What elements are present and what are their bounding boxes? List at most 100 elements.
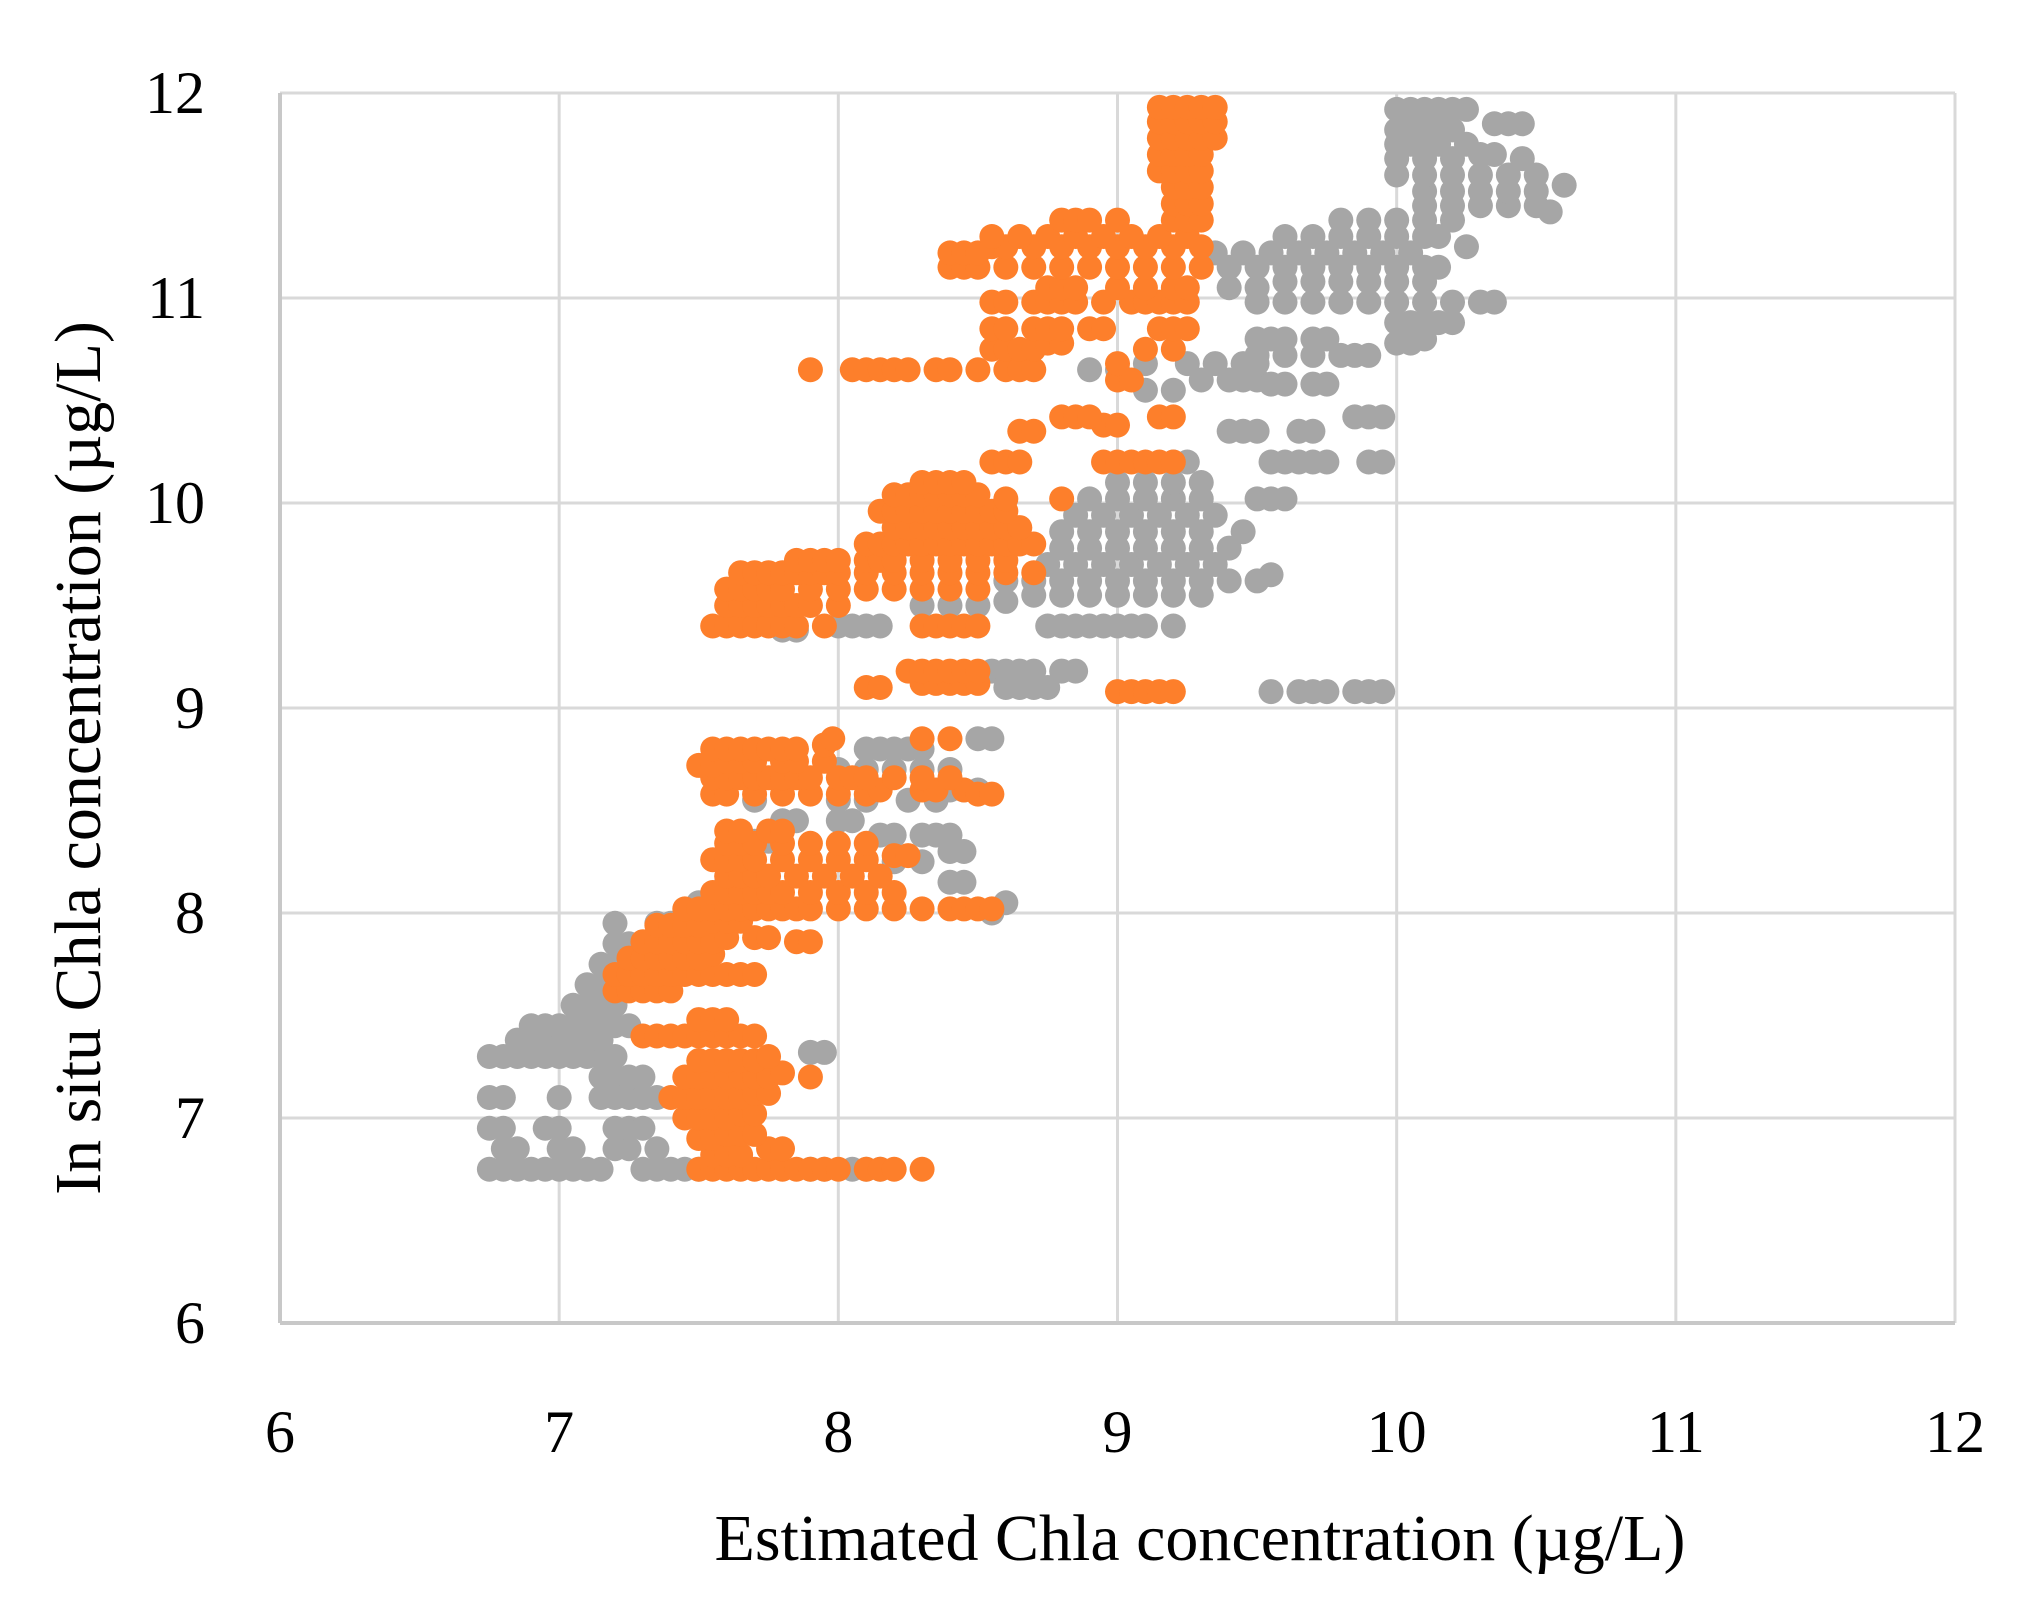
- point-orange: [742, 1101, 768, 1127]
- point-orange: [742, 1023, 768, 1049]
- point-orange: [728, 1142, 754, 1168]
- point-orange: [797, 765, 823, 791]
- point-orange: [1007, 515, 1033, 541]
- point-gray: [1035, 675, 1061, 700]
- point-orange: [895, 357, 921, 383]
- point-orange: [1063, 275, 1089, 301]
- point-orange: [1105, 275, 1130, 301]
- point-orange: [1188, 254, 1214, 280]
- point-gray: [1314, 679, 1340, 705]
- point-gray: [1202, 552, 1228, 577]
- point-orange: [979, 781, 1005, 807]
- point-orange: [1021, 418, 1047, 444]
- point-orange: [965, 357, 991, 383]
- point-gray: [1300, 224, 1326, 249]
- point-gray: [1132, 568, 1158, 594]
- point-orange: [1021, 531, 1047, 557]
- point-gray: [1495, 162, 1521, 188]
- point-gray: [1356, 342, 1382, 368]
- point-gray: [630, 1115, 656, 1141]
- point-gray: [1384, 289, 1410, 315]
- point-orange: [1105, 207, 1130, 233]
- point-orange: [1202, 94, 1228, 120]
- point-orange: [825, 830, 851, 856]
- point-gray: [1132, 470, 1158, 495]
- point-gray: [811, 1039, 837, 1065]
- point-orange: [909, 1156, 935, 1182]
- point-gray: [1146, 552, 1172, 577]
- point-gray: [616, 1136, 642, 1162]
- point-gray: [1244, 418, 1270, 444]
- point-orange: [770, 1136, 795, 1162]
- point-gray: [602, 1044, 628, 1069]
- point-gray: [867, 613, 893, 639]
- point-gray: [1286, 240, 1312, 266]
- point-gray: [881, 822, 907, 848]
- point-gray: [1132, 519, 1158, 545]
- point-gray: [1370, 679, 1396, 705]
- point-gray: [1300, 418, 1326, 444]
- point-orange: [909, 726, 935, 752]
- point-gray: [1216, 568, 1242, 594]
- point-gray: [1537, 199, 1563, 225]
- point-orange: [1118, 224, 1144, 249]
- point-orange: [1160, 336, 1186, 362]
- x-tick-label: 6: [265, 1399, 295, 1465]
- point-gray: [1063, 552, 1089, 577]
- x-tick-label: 9: [1103, 1399, 1133, 1465]
- point-gray: [1216, 275, 1242, 301]
- point-orange: [1049, 316, 1075, 342]
- point-orange: [1021, 357, 1047, 383]
- point-orange: [742, 962, 768, 987]
- point-orange: [1049, 486, 1075, 512]
- point-orange: [881, 880, 907, 905]
- x-tick-label: 8: [823, 1399, 853, 1465]
- point-orange: [825, 880, 851, 905]
- point-gray: [1509, 146, 1535, 172]
- point-gray: [1272, 486, 1298, 512]
- point-gray: [1426, 254, 1452, 280]
- point-gray: [1551, 172, 1577, 198]
- point-gray: [1063, 658, 1089, 684]
- point-orange: [825, 1156, 851, 1182]
- point-orange: [797, 880, 823, 905]
- point-gray: [1077, 486, 1103, 512]
- point-gray: [1160, 568, 1186, 594]
- point-orange: [1132, 275, 1158, 301]
- point-orange: [1160, 449, 1186, 475]
- point-orange: [756, 863, 782, 889]
- point-orange: [783, 736, 809, 762]
- point-gray: [1370, 449, 1396, 475]
- point-orange: [909, 765, 935, 791]
- point-gray: [937, 822, 963, 848]
- point-orange: [797, 1064, 823, 1090]
- x-tick-label: 12: [1925, 1399, 1985, 1465]
- point-gray: [490, 1085, 516, 1110]
- point-orange: [820, 726, 846, 752]
- point-orange: [1132, 336, 1158, 362]
- point-orange: [756, 1044, 782, 1069]
- point-gray: [1049, 519, 1075, 545]
- point-orange: [770, 880, 795, 905]
- point-gray: [951, 869, 977, 895]
- y-tick-label: 6: [175, 1290, 205, 1356]
- point-gray: [1160, 377, 1186, 403]
- point-gray: [1258, 240, 1284, 266]
- point-gray: [1356, 207, 1382, 233]
- point-orange: [979, 224, 1005, 249]
- point-orange: [770, 1060, 795, 1086]
- y-tick-label: 12: [145, 60, 205, 126]
- point-gray: [1328, 207, 1354, 233]
- point-orange: [881, 765, 907, 791]
- point-gray: [1118, 552, 1144, 577]
- x-axis-title: Estimated Chla concentration (µg/L): [715, 1502, 1686, 1575]
- point-orange: [770, 818, 795, 844]
- point-gray: [1174, 552, 1200, 577]
- point-gray: [1188, 519, 1214, 545]
- point-orange: [993, 316, 1019, 342]
- point-gray: [951, 839, 977, 864]
- point-gray: [1188, 367, 1214, 393]
- point-orange: [937, 765, 963, 791]
- point-orange: [1035, 224, 1061, 249]
